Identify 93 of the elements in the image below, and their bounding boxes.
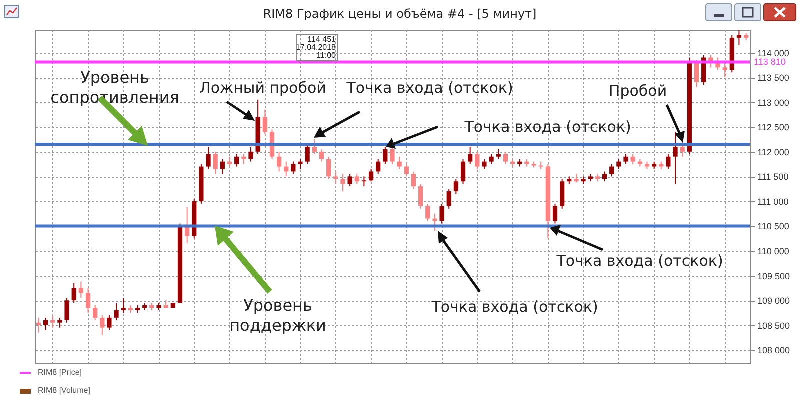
candlestick	[100, 314, 105, 336]
candlestick	[242, 154, 246, 165]
candlestick	[64, 298, 70, 324]
y-tick-label: 112 500	[758, 122, 790, 133]
candlestick	[680, 141, 685, 158]
candlestick	[418, 184, 424, 210]
candlestick	[552, 203, 558, 224]
candlestick	[319, 148, 324, 162]
candlestick	[390, 146, 395, 165]
candlestick	[468, 146, 473, 165]
candlestick	[722, 62, 728, 78]
candlestick	[383, 146, 388, 165]
candlestick	[206, 146, 211, 170]
candlestick	[78, 281, 84, 299]
candlestick	[440, 203, 444, 224]
candlestick	[673, 132, 678, 185]
candlestick	[694, 60, 700, 88]
candlestick	[262, 109, 268, 136]
chart-title: RIM8 График цены и объёма #4 - [5 минут]	[263, 7, 537, 21]
candlestick	[107, 314, 112, 331]
annotation: Ложный пробой	[200, 79, 326, 97]
text: RIM8 [Price]	[38, 368, 82, 377]
annotation: 17.04.2018	[296, 43, 337, 52]
candlestick	[610, 164, 614, 178]
annotation: Уровень поддержки	[230, 296, 326, 335]
candlestick	[248, 146, 254, 162]
candlestick	[602, 171, 608, 182]
annotation: Точка входа (отскок)	[430, 298, 598, 316]
candlestick	[234, 154, 240, 168]
candlestick	[50, 314, 56, 328]
candlestick	[616, 158, 622, 170]
candlestick	[482, 158, 487, 170]
annotation: Точка входа (отскок)	[464, 118, 632, 136]
candlestick	[72, 282, 76, 304]
candlestick	[220, 158, 225, 175]
candlestick	[121, 298, 126, 314]
annotation: Пробой	[608, 82, 668, 100]
candlestick	[475, 151, 480, 170]
candlestick	[93, 305, 98, 321]
candlestick	[276, 151, 282, 172]
y-tick-label: 110 500	[758, 222, 790, 232]
candlestick	[630, 154, 636, 165]
candlestick	[305, 144, 310, 165]
candlestick	[432, 213, 438, 232]
y-tick-label: 109 500	[758, 271, 790, 282]
ref-line-label: 113 810	[754, 57, 786, 68]
candlestick	[227, 156, 232, 168]
candlestick	[58, 317, 62, 328]
candlestick	[460, 158, 466, 185]
y-tick-label: 108 500	[758, 320, 790, 331]
candlestick	[503, 151, 508, 165]
y-tick-label: 114 000	[758, 48, 790, 58]
candlestick	[496, 148, 501, 160]
text: RIM8 [Volume]	[38, 386, 90, 395]
candlestick	[454, 178, 458, 195]
candlestick	[43, 317, 48, 331]
candlestick	[397, 156, 402, 170]
candlestick	[312, 139, 317, 155]
y-tick-label: 111 500	[758, 172, 789, 182]
candlestick	[362, 176, 366, 188]
candlestick	[376, 158, 381, 175]
candlestick	[736, 30, 742, 46]
y-tick-label: 113 500	[758, 73, 790, 84]
candlestick	[348, 174, 352, 188]
annotation: Уровень сопротивления	[50, 68, 180, 107]
candlestick	[404, 164, 409, 178]
candlestick	[489, 154, 494, 165]
candlestick	[114, 302, 119, 321]
candlestick	[326, 156, 332, 180]
candlestick	[86, 288, 91, 314]
candlestick	[298, 158, 303, 170]
candlestick	[426, 203, 430, 222]
y-tick-label: 113 000	[758, 98, 790, 108]
candlestick	[36, 317, 42, 334]
candlestick	[334, 171, 338, 185]
candlestick	[446, 188, 452, 210]
annotation: Точка входа (отскок)	[556, 252, 724, 270]
y-tick-label: 111 000	[758, 196, 789, 207]
annotation: 114 451	[308, 35, 337, 44]
y-tick-label: 112 000	[758, 147, 790, 158]
candlestick	[666, 154, 671, 170]
y-tick-label: 110 000	[758, 246, 790, 257]
candlestick	[291, 161, 296, 175]
candlestick	[354, 174, 360, 185]
candlestick	[340, 174, 346, 192]
annotation: Точка входа (отскок)	[346, 79, 514, 97]
annotation: 11:00	[316, 51, 337, 60]
y-tick-label: 108 000	[758, 346, 790, 356]
candlestick	[368, 168, 374, 182]
candlestick	[411, 171, 416, 190]
y-tick-label: 109 000	[758, 296, 790, 306]
candlestick	[624, 154, 628, 165]
candlestick	[213, 151, 218, 175]
